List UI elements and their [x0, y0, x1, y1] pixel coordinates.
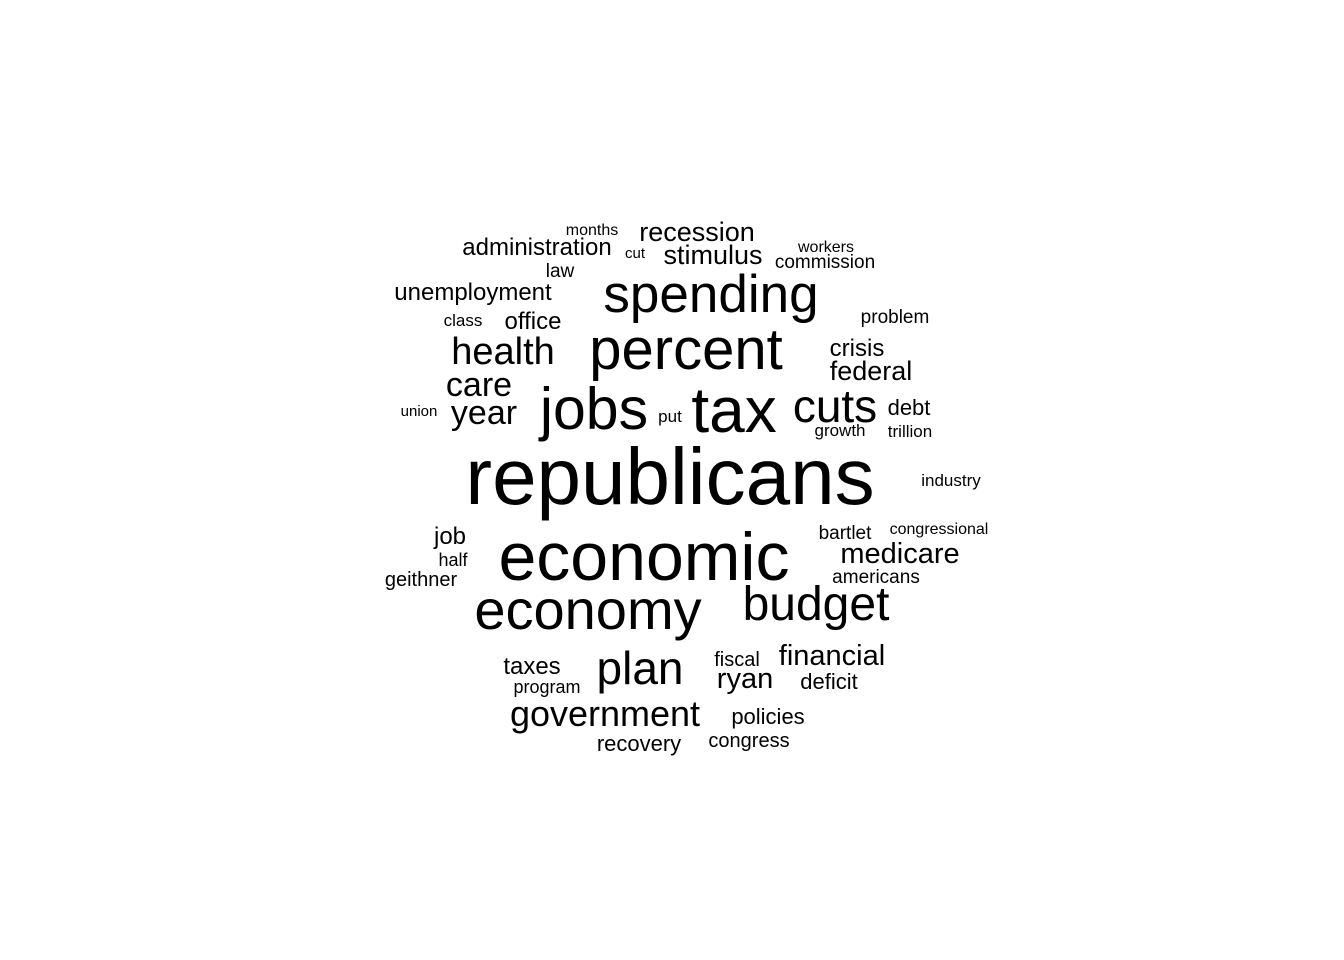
word-crisis: crisis [830, 335, 885, 362]
word-spending: spending [603, 265, 818, 324]
word-problem: problem [861, 307, 930, 328]
word-medicare: medicare [840, 538, 959, 570]
word-put: put [658, 407, 682, 426]
word-federal: federal [830, 356, 913, 386]
word-congress: congress [708, 730, 789, 752]
word-year: year [451, 394, 517, 432]
word-growth: growth [814, 421, 865, 440]
word-workers: workers [797, 239, 854, 256]
word-recovery: recovery [597, 731, 681, 756]
word-office: office [505, 308, 562, 335]
word-recession: recession [639, 217, 755, 247]
word-debt: debt [888, 395, 931, 420]
word-class: class [444, 311, 483, 330]
word-half: half [438, 550, 468, 570]
word-union: union [401, 403, 438, 420]
word-fiscal: fiscal [714, 649, 760, 671]
word-months: months [566, 222, 618, 239]
word-care: care [446, 366, 512, 404]
word-economy: economy [474, 578, 701, 641]
word-program: program [513, 677, 580, 697]
word-commission: commission [775, 252, 875, 273]
word-economic: economic [498, 519, 789, 595]
word-plan: plan [597, 642, 684, 694]
word-financial: financial [779, 640, 885, 672]
word-cut: cut [625, 245, 646, 262]
word-policies: policies [731, 704, 804, 729]
word-ryan: ryan [717, 663, 773, 695]
word-trillion: trillion [888, 422, 932, 441]
word-congressional: congressional [890, 521, 989, 538]
word-job: job [433, 523, 466, 550]
word-industry: industry [921, 471, 981, 490]
word-deficit: deficit [800, 669, 857, 694]
word-law: law [546, 261, 575, 282]
word-percent: percent [589, 317, 782, 382]
word-americans: americans [832, 567, 920, 588]
word-stimulus: stimulus [663, 240, 762, 270]
word-geithner: geithner [385, 569, 458, 591]
word-cuts: cuts [793, 380, 877, 432]
word-bartlet: bartlet [819, 523, 873, 544]
word-tax: tax [691, 374, 776, 446]
word-unemployment: unemployment [394, 279, 552, 306]
word-jobs: jobs [538, 376, 648, 442]
word-government: government [510, 693, 700, 734]
word-republicans: republicans [465, 432, 874, 521]
word-health: health [451, 331, 555, 373]
word-administration: administration [462, 234, 611, 261]
word-budget: budget [743, 578, 890, 631]
word-taxes: taxes [503, 653, 560, 680]
